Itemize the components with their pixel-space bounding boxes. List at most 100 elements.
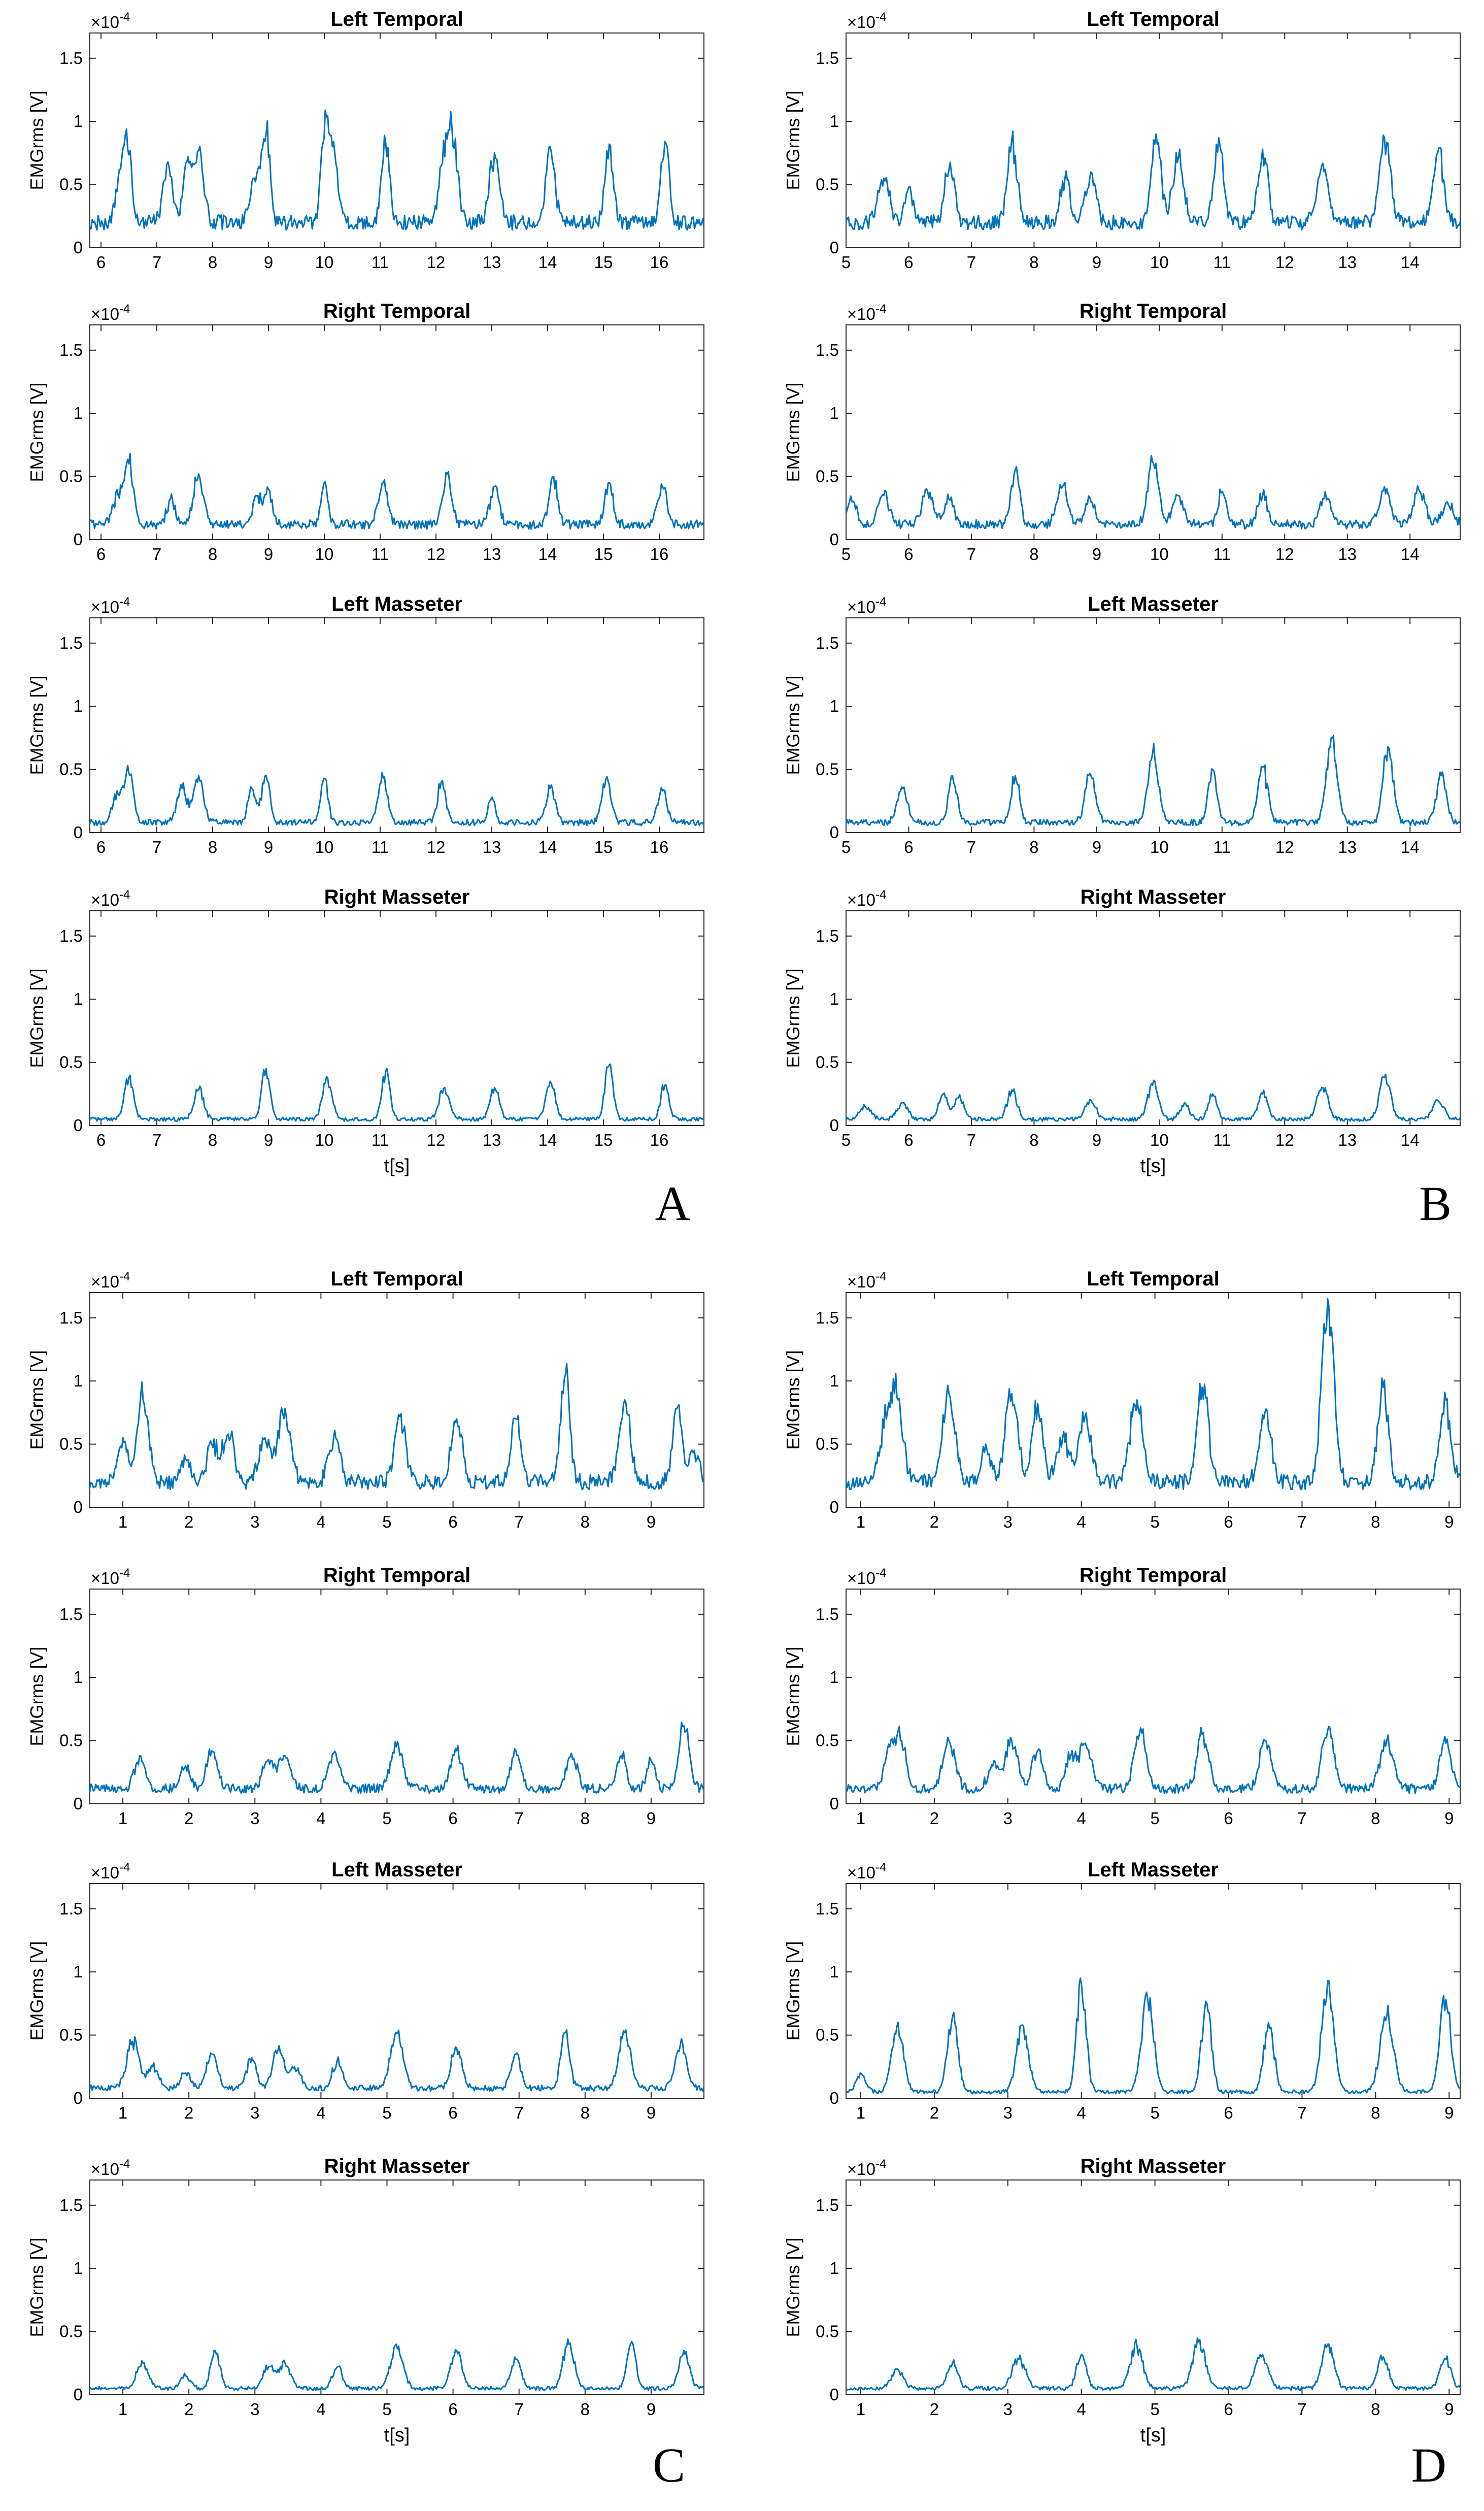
y-tick-label: 0.5: [59, 175, 83, 194]
x-tick-label: 7: [152, 545, 161, 564]
x-tick-label: 1: [856, 1809, 865, 1828]
subplot-title: Right Masseter: [1081, 886, 1226, 908]
y-tick-label: 1: [74, 989, 83, 1008]
x-tick-label: 5: [1150, 1809, 1159, 1828]
y-tick-label: 1: [830, 2259, 839, 2277]
y-tick-label: 0.5: [816, 1435, 839, 1453]
x-tick-label: 10: [315, 253, 334, 272]
subplot-title: Left Temporal: [1087, 1268, 1220, 1290]
axes-box: [846, 1883, 1461, 2099]
y-tick-label: 1.5: [59, 49, 83, 68]
x-tick-label: 5: [382, 2103, 391, 2122]
axes-box: [89, 910, 704, 1126]
subplot-a-right-temporal: 0 0.5 1 1.5 6 7 8 9 10 11 12 13 14 15 16 ×10-4 Right Tem…: [26, 300, 705, 564]
subplot-title: Right Masseter: [324, 2155, 470, 2177]
x-tick-label: 14: [1401, 253, 1420, 272]
x-axis-label: t[s]: [384, 2425, 410, 2446]
y-exponent-label: ×10-4: [91, 595, 130, 616]
x-tick-label: 2: [930, 2103, 939, 2122]
x-tick-label: 2: [184, 1512, 193, 1531]
x-tick-label: 7: [967, 1131, 976, 1149]
x-tick-label: 6: [1224, 1809, 1233, 1828]
x-tick-label: 13: [1338, 838, 1357, 856]
x-tick-label: 8: [1371, 2103, 1380, 2122]
y-tick-label: 1: [74, 404, 83, 422]
x-tick-label: 8: [1029, 1131, 1038, 1149]
emg-series-line: [845, 1073, 1461, 1122]
subplot-title: Left Temporal: [1087, 8, 1220, 30]
subplot-a-left-masseter: 0 0.5 1 1.5 6 7 8 9 10 11 12 13 14 15 16 ×10-4 Left Mass…: [26, 593, 705, 856]
x-tick-label: 8: [208, 838, 217, 856]
y-axis-label: EMGrms [V]: [783, 2238, 803, 2337]
axes-box: [89, 1589, 704, 1804]
x-tick-label: 8: [208, 545, 217, 564]
panel-letter-a: A: [655, 1176, 690, 1231]
x-tick-label: 4: [1077, 2103, 1086, 2122]
emg-series-line: [845, 130, 1461, 231]
x-tick-label: 10: [315, 545, 334, 564]
x-tick-label: 10: [1150, 253, 1169, 272]
y-tick-label: 0.5: [816, 175, 839, 194]
y-tick-label: 0: [830, 1116, 839, 1135]
y-tick-label: 1.5: [59, 2196, 83, 2215]
subplot-title: Left Temporal: [330, 1268, 463, 1290]
subplot-d-left-temporal: 0 0.5 1 1.5 1 2 3 4 5 6 7 8 9 ×10-4 Left Temporal EMGrm…: [783, 1268, 1461, 1531]
x-tick-label: 5: [1150, 2400, 1159, 2419]
y-tick-label: 1: [74, 2259, 83, 2277]
x-tick-label: 11: [1213, 545, 1231, 564]
y-tick-label: 0: [830, 2385, 839, 2404]
axes-box: [89, 1883, 704, 2099]
panel-letter-d: D: [1411, 2438, 1446, 2492]
x-tick-label: 8: [208, 253, 217, 272]
x-tick-label: 16: [650, 253, 669, 272]
axes-box: [846, 324, 1461, 540]
x-tick-label: 12: [1275, 838, 1294, 856]
x-tick-label: 9: [647, 2103, 656, 2122]
x-tick-label: 8: [581, 1512, 590, 1531]
y-axis-label: EMGrms [V]: [26, 676, 47, 775]
subplot-a-right-masseter: 0 0.5 1 1.5 6 7 8 9 10 11 12 13 14 15 16 ×10-4 Right Mas…: [26, 886, 704, 1177]
subplot-c-left-temporal: 0 0.5 1 1.5 1 2 3 4 5 6 7 8 9 ×10-4 Left Temporal EMGrm…: [26, 1268, 705, 1531]
x-tick-label: 2: [184, 1809, 193, 1828]
y-tick-label: 1: [830, 404, 839, 422]
y-tick-label: 0.5: [816, 760, 839, 779]
y-tick-label: 1: [74, 697, 83, 715]
x-tick-label: 6: [904, 1131, 913, 1149]
x-tick-label: 7: [1297, 2103, 1306, 2122]
x-tick-label: 10: [315, 838, 334, 856]
x-tick-label: 1: [856, 2400, 865, 2419]
x-tick-label: 12: [427, 545, 446, 564]
y-tick-label: 1.5: [816, 1899, 839, 1918]
y-tick-label: 1.5: [816, 634, 839, 652]
x-tick-label: 14: [1401, 1131, 1420, 1149]
y-tick-label: 1.5: [59, 1605, 83, 1624]
y-exponent-label: ×10-4: [91, 10, 130, 31]
axes-box: [846, 32, 1461, 248]
x-tick-label: 14: [538, 1131, 557, 1149]
subplot-d-left-masseter: 0 0.5 1 1.5 1 2 3 4 5 6 7 8 9 ×10-4 Left Masseter EMGrm…: [783, 1859, 1461, 2122]
x-tick-label: 12: [427, 838, 446, 856]
subplot-title: Right Temporal: [1080, 1564, 1227, 1587]
x-tick-label: 6: [904, 253, 913, 272]
y-exponent-label: ×10-4: [91, 1566, 130, 1588]
x-tick-label: 10: [315, 1131, 334, 1149]
axes-box: [846, 1589, 1461, 1804]
axes-box: [846, 1292, 1461, 1508]
y-tick-label: 0.5: [816, 467, 839, 486]
x-tick-label: 4: [1077, 2400, 1086, 2419]
x-tick-label: 7: [515, 1512, 524, 1531]
x-tick-label: 14: [1401, 838, 1420, 856]
subplot-title: Right Temporal: [1080, 300, 1227, 322]
y-tick-label: 0.5: [59, 1435, 83, 1453]
y-axis-label: EMGrms [V]: [26, 1941, 47, 2041]
y-tick-label: 0: [74, 1116, 83, 1135]
y-tick-label: 1: [74, 1962, 83, 1981]
x-tick-label: 8: [1029, 545, 1038, 564]
subplot-d-right-masseter: 0 0.5 1 1.5 1 2 3 4 5 6 7 8 9 ×10-4 Right Masseter EMGr…: [783, 2155, 1461, 2446]
x-tick-label: 3: [1003, 1512, 1013, 1531]
x-tick-label: 6: [448, 1809, 457, 1828]
x-tick-label: 9: [264, 253, 273, 272]
y-tick-label: 0: [74, 2089, 83, 2107]
x-tick-label: 15: [594, 1131, 613, 1149]
y-tick-label: 1: [74, 112, 83, 130]
